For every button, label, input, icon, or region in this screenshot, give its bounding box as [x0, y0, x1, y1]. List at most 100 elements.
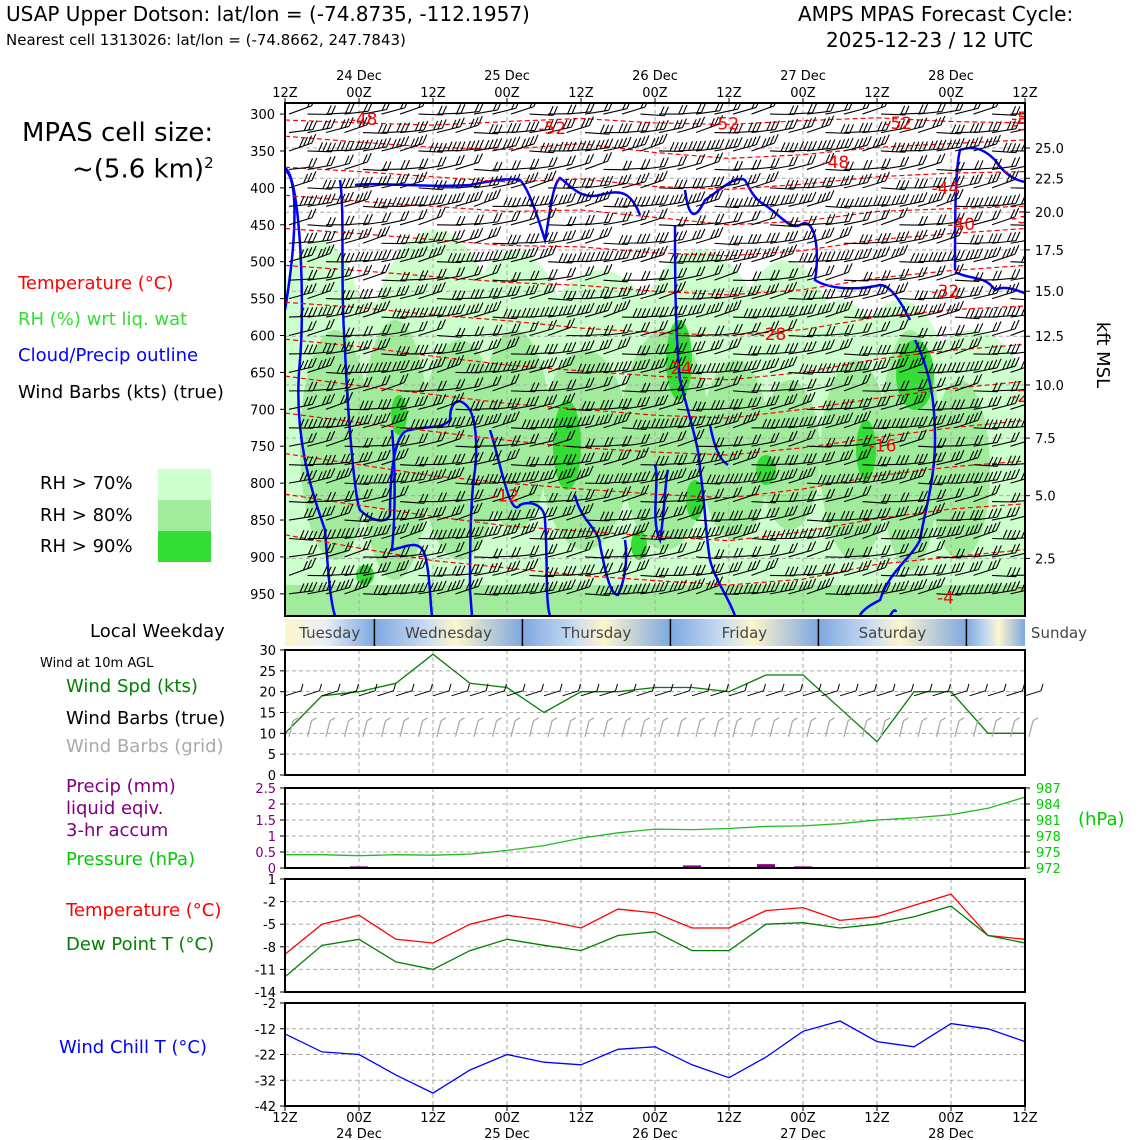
wind-barb-flag [399, 449, 405, 459]
wind-barb-flag [571, 179, 577, 189]
wind-barb-flag [423, 470, 429, 480]
wind-barb-flag [456, 453, 462, 464]
wind-barb-flag [437, 194, 443, 204]
wind-barb-flag [414, 344, 420, 355]
wind-barb [325, 140, 355, 152]
wind-barb-flag [299, 471, 305, 482]
wind-barb-flag [298, 138, 304, 148]
wind-barb-flag [470, 474, 476, 485]
wind-barb-flag [400, 211, 406, 221]
wind-barb-flag [344, 430, 350, 441]
wind-barb-flag [589, 214, 595, 225]
wind-barb-flag [562, 342, 568, 353]
wind-barb-flag [497, 524, 503, 535]
wind-barb-flag [377, 451, 383, 462]
wind-barb-flag [562, 581, 568, 591]
wind-barb-flag [410, 583, 416, 593]
wind-barb [473, 138, 503, 152]
wind-barb-flag [507, 361, 513, 371]
wind-barb-flag [348, 541, 354, 551]
wind-barb-flag [585, 363, 591, 374]
wind-barb [492, 373, 520, 392]
wind-barb-flag [418, 396, 424, 406]
wind-barb-flag [312, 507, 318, 517]
wind-barb-flag [386, 510, 392, 521]
wind-barb-flag [470, 177, 476, 188]
wind-barb-flag [507, 123, 513, 133]
wind-barb [325, 117, 354, 134]
wind-barb-flag [465, 581, 471, 591]
wind-barb [362, 300, 391, 318]
wind-barb-flag [455, 468, 461, 478]
wind-barb-flag [459, 466, 465, 477]
wind-barb-flag [552, 231, 558, 241]
wind-barb [492, 523, 521, 540]
wind-barb-flag [548, 269, 554, 279]
wind-barb-flag [487, 191, 493, 202]
wind-barb [307, 318, 335, 337]
wind-barb-flag [478, 302, 484, 312]
wind-barb-flag [367, 400, 373, 410]
wind-barb-flag [326, 119, 332, 129]
wind-barb [510, 433, 540, 447]
wind-barb-flag [589, 140, 595, 150]
wind-barb-flag [419, 545, 425, 555]
wind-barb-flag [299, 530, 305, 540]
wind-barb-flag [330, 305, 336, 315]
wind-barb-flag [396, 197, 402, 207]
wind-barb-flag [318, 529, 324, 539]
wind-barb-flag [552, 580, 558, 591]
wind-barb-flag [386, 137, 392, 148]
wind-barb-flag [367, 264, 373, 275]
cloud-outline-segment [858, 339, 937, 616]
wind-barb-flag [548, 343, 554, 354]
wind-barb [510, 134, 539, 152]
wind-barb-flag [419, 419, 425, 429]
wind-barb-flag [355, 474, 361, 484]
wind-barb-flag [437, 506, 443, 517]
wind-barb-flag [530, 307, 536, 318]
wind-barb-flag [363, 176, 369, 187]
wind-barb [473, 212, 503, 226]
wind-barb [436, 466, 465, 484]
wind-barb [529, 418, 558, 429]
wind-barb-flag [400, 248, 406, 259]
wind-barb-flag [521, 472, 527, 482]
wind-barb-flag [422, 558, 428, 568]
wind-barb-flag [433, 343, 439, 354]
wind-barb-flag [589, 302, 595, 313]
wind-barb-flag [515, 397, 521, 408]
wind-barb [362, 361, 392, 373]
wind-barb [344, 539, 372, 558]
wind-barb-flag [502, 361, 508, 372]
wind-barb-flag [418, 135, 424, 146]
wind-barb [529, 119, 558, 134]
wind-barb-flag [423, 395, 429, 405]
wind-barb-flag [534, 195, 540, 206]
wind-barb-flag [474, 326, 480, 336]
wind-barb [344, 264, 373, 281]
wind-barb [547, 504, 576, 521]
wind-barb-flag [400, 136, 406, 147]
legend-rh90-label: RH > 90% [40, 536, 133, 557]
wind-barb-flag [455, 155, 461, 166]
wind-barb-flag [451, 506, 457, 517]
wind-barb-flag [562, 119, 568, 130]
wind-barb-flag [377, 510, 383, 521]
wind-barb-flag [391, 526, 397, 536]
wind-barb-flag [470, 140, 476, 150]
wind-barb [510, 521, 539, 540]
wind-barb [455, 227, 484, 244]
wind-barb-flag [322, 194, 328, 205]
wind-barb-flag [348, 503, 354, 514]
wind-barb-flag [506, 450, 512, 461]
wind-barb-flag [496, 412, 502, 423]
wind-barb-flag [392, 584, 398, 594]
wind-barb [455, 115, 483, 134]
wind-barb-flag [423, 307, 429, 317]
legend-temperature: Temperature (°C) [18, 273, 174, 294]
wind-barb-flag [465, 140, 472, 151]
wind-barb-flag [548, 194, 554, 205]
wind-barb-flag [308, 582, 314, 592]
wind-barb-flag [348, 429, 354, 439]
